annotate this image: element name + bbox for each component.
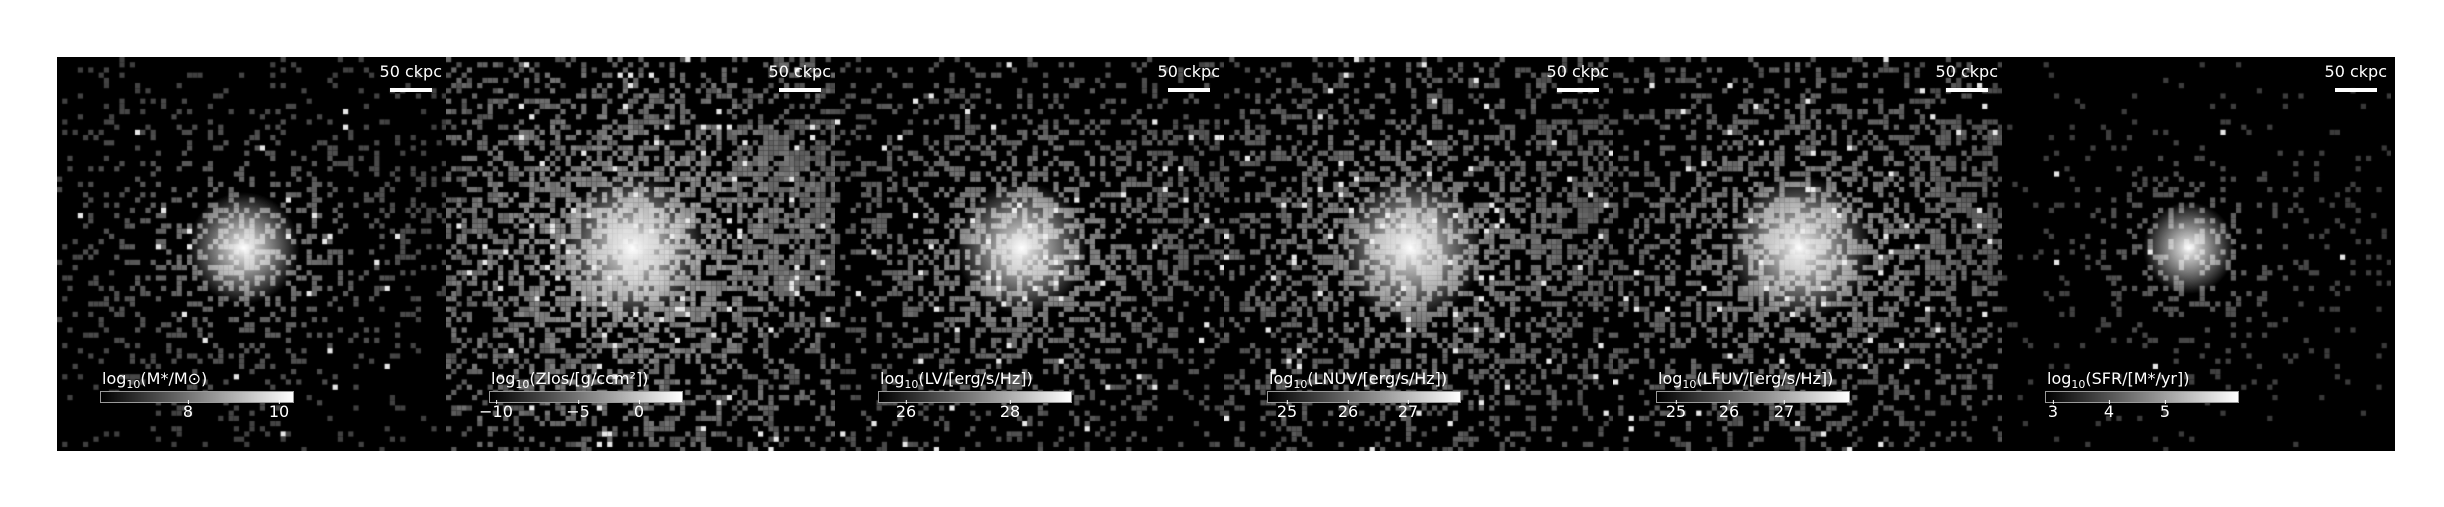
scale-bar-label: 50 ckpc xyxy=(1546,62,1609,81)
colorbar xyxy=(489,391,683,403)
colorbar-tick: 8 xyxy=(182,400,194,421)
colorbar-title: log10(LNUV/[erg/s/Hz]) xyxy=(1269,369,1448,392)
colorbar-tick: 26 xyxy=(1718,400,1740,421)
panel-stellar-mass: 50 ckpc log10(M*/M⊙) 8 10 xyxy=(57,57,446,451)
colorbar-tick: 27 xyxy=(1773,400,1795,421)
colorbar-tick: 26 xyxy=(895,400,917,421)
colorbar-tick: 0 xyxy=(633,400,645,421)
panel-metallicity: 50 ckpc log10(Zlos/[g/ccm²]) −10 −5 0 xyxy=(446,57,835,451)
scale-bar xyxy=(779,88,821,92)
galaxy-image-strip: 50 ckpc log10(M*/M⊙) 8 10 50 ckpc log10(… xyxy=(57,57,2395,451)
colorbar xyxy=(1267,391,1461,403)
panel-fuv-luminosity: 50 ckpc log10(LFUV/[erg/s/Hz]) 25 26 27 xyxy=(1613,57,2002,451)
colorbar-tick: 5 xyxy=(2159,400,2171,421)
scale-bar xyxy=(1168,88,1210,92)
scale-bar-label: 50 ckpc xyxy=(1157,62,1220,81)
nuv-luminosity-map xyxy=(1224,57,1613,451)
colorbar xyxy=(2045,391,2239,403)
colorbar-title: log10(LFUV/[erg/s/Hz]) xyxy=(1658,369,1834,392)
colorbar-tick: 26 xyxy=(1337,400,1359,421)
scale-bar-label: 50 ckpc xyxy=(379,62,442,81)
colorbar-tick: −10 xyxy=(479,400,513,421)
scale-bar-label: 50 ckpc xyxy=(768,62,831,81)
colorbar-tick: −5 xyxy=(566,400,590,421)
panel-star-formation-rate: 50 ckpc log10(SFR/[M*/yr]) 3 4 5 xyxy=(2002,57,2391,451)
colorbar-tick: 25 xyxy=(1276,400,1298,421)
colorbar-tick: 25 xyxy=(1665,400,1687,421)
v-band-luminosity-map xyxy=(835,57,1224,451)
scale-bar xyxy=(390,88,432,92)
star-formation-rate-map xyxy=(2002,57,2391,451)
colorbar-tick: 4 xyxy=(2103,400,2115,421)
colorbar-tick: 28 xyxy=(999,400,1021,421)
fuv-luminosity-map xyxy=(1613,57,2002,451)
colorbar-title: log10(M*/M⊙) xyxy=(102,369,208,392)
scale-bar-label: 50 ckpc xyxy=(1935,62,1998,81)
colorbar-tick: 10 xyxy=(268,400,290,421)
scale-bar xyxy=(2335,88,2377,92)
metallicity-map xyxy=(446,57,835,451)
stellar-mass-map xyxy=(57,57,446,451)
colorbar-tick: 27 xyxy=(1397,400,1419,421)
colorbar xyxy=(878,391,1072,403)
colorbar-title: log10(LV/[erg/s/Hz]) xyxy=(880,369,1033,392)
scale-bar-label: 50 ckpc xyxy=(2324,62,2387,81)
panel-nuv-luminosity: 50 ckpc log10(LNUV/[erg/s/Hz]) 25 26 27 xyxy=(1224,57,1613,451)
colorbar-title: log10(Zlos/[g/ccm²]) xyxy=(491,369,649,392)
colorbar xyxy=(100,391,294,403)
colorbar-tick: 3 xyxy=(2047,400,2059,421)
scale-bar xyxy=(1557,88,1599,92)
scale-bar xyxy=(1946,88,1988,92)
panel-v-band-luminosity: 50 ckpc log10(LV/[erg/s/Hz]) 26 28 xyxy=(835,57,1224,451)
colorbar xyxy=(1656,391,1850,403)
colorbar-title: log10(SFR/[M*/yr]) xyxy=(2047,369,2190,392)
